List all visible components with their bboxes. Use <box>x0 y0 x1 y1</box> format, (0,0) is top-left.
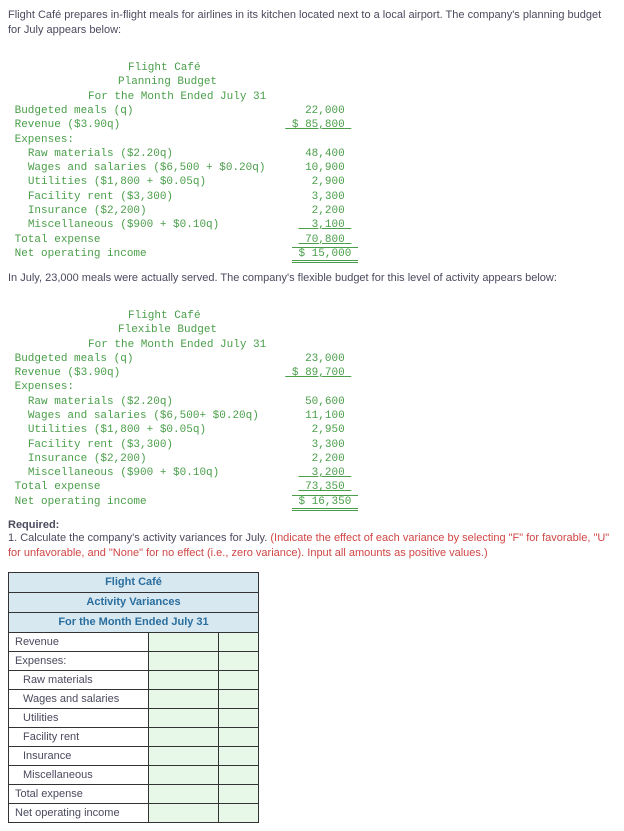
flexible-budget-block: Flight CaféFlexible BudgetFor the Month … <box>8 295 616 509</box>
sheet-title-2: Activity Variances <box>9 592 259 612</box>
row-revenue-flag[interactable] <box>219 632 259 651</box>
required-label: Required: <box>8 519 59 531</box>
row-rent-flag[interactable] <box>219 727 259 746</box>
row-raw-flag[interactable] <box>219 670 259 689</box>
row-wages-amount[interactable] <box>149 689 219 708</box>
row-utilities-amount[interactable] <box>149 708 219 727</box>
row-noi-flag[interactable] <box>219 803 259 822</box>
row-misc-label: Miscellaneous <box>9 765 149 784</box>
required-question: 1. Calculate the company's activity vari… <box>8 532 270 544</box>
row-raw-label: Raw materials <box>9 670 149 689</box>
row-utilities-flag[interactable] <box>219 708 259 727</box>
sheet-title-3: For the Month Ended July 31 <box>9 612 259 632</box>
row-revenue-amount[interactable] <box>149 632 219 651</box>
row-wages-label: Wages and salaries <box>9 689 149 708</box>
required-section: Required: 1. Calculate the company's act… <box>8 519 616 562</box>
row-noi-amount[interactable] <box>149 803 219 822</box>
sheet-title-1: Flight Café <box>9 572 259 592</box>
row-insurance-flag[interactable] <box>219 746 259 765</box>
row-rent-label: Facility rent <box>9 727 149 746</box>
row-raw-amount[interactable] <box>149 670 219 689</box>
row-wages-flag[interactable] <box>219 689 259 708</box>
row-expenses-amount[interactable] <box>149 651 219 670</box>
row-noi-label: Net operating income <box>9 803 149 822</box>
row-expenses-label: Expenses: <box>9 651 149 670</box>
intro-text-1: Flight Café prepares in-flight meals for… <box>8 8 616 39</box>
row-utilities-label: Utilities <box>9 708 149 727</box>
row-total-flag[interactable] <box>219 784 259 803</box>
planning-budget-block: Flight CaféPlanning BudgetFor the Month … <box>8 47 616 261</box>
row-revenue-label: Revenue <box>9 632 149 651</box>
row-rent-amount[interactable] <box>149 727 219 746</box>
row-misc-flag[interactable] <box>219 765 259 784</box>
row-insurance-label: Insurance <box>9 746 149 765</box>
row-misc-amount[interactable] <box>149 765 219 784</box>
row-insurance-amount[interactable] <box>149 746 219 765</box>
row-total-amount[interactable] <box>149 784 219 803</box>
activity-variances-table: Flight Café Activity Variances For the M… <box>8 572 259 823</box>
row-expenses-flag[interactable] <box>219 651 259 670</box>
row-total-label: Total expense <box>9 784 149 803</box>
intro-text-2: In July, 23,000 meals were actually serv… <box>8 271 616 286</box>
